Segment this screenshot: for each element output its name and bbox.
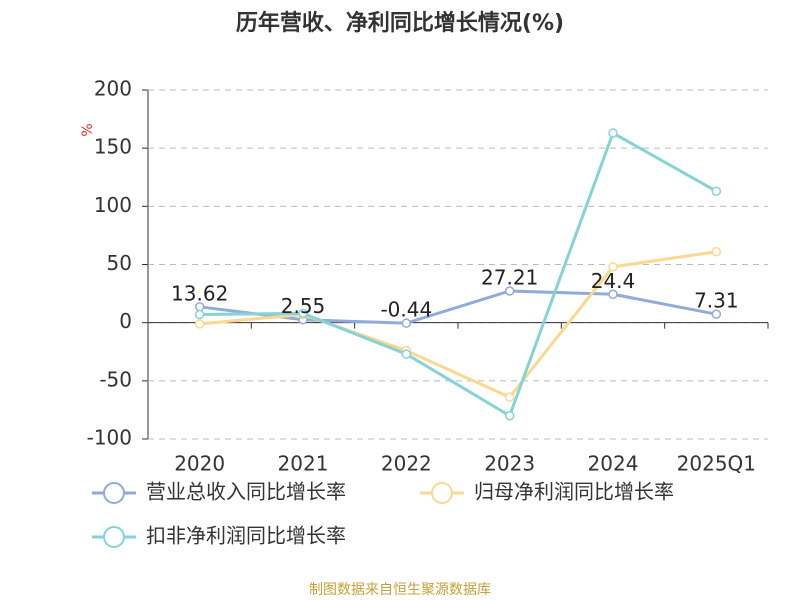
chart-title: 历年营收、净利同比增长情况(%) [236, 10, 564, 36]
point [298, 308, 308, 319]
series-line [199, 250, 717, 399]
x-tick-label: 2023 [484, 452, 535, 476]
series-line [199, 130, 718, 418]
point [608, 289, 618, 300]
point [608, 128, 618, 138]
data-label: 13.62 [171, 281, 228, 305]
x-tick-label: 2024 [588, 452, 639, 476]
legend-label: 扣非净利润同比增长率 [146, 524, 346, 548]
point [194, 309, 205, 320]
data-label: 24.4 [591, 269, 636, 293]
point [711, 246, 722, 257]
point [504, 410, 515, 421]
data-label: 2.55 [281, 294, 326, 318]
y-tick-label: 50 [107, 251, 132, 275]
point [194, 319, 205, 329]
legend-label: 归母净利润同比增长率 [474, 480, 674, 504]
x-tick-label: 2022 [381, 452, 432, 476]
point [401, 318, 412, 328]
x-tick-label: 2021 [278, 452, 329, 476]
y-tick-label: 200 [94, 77, 132, 101]
y-tick-label: 150 [94, 135, 132, 159]
legend-marker [431, 482, 453, 504]
legend-marker [103, 482, 125, 504]
point [711, 186, 722, 196]
data-label: -0.44 [380, 298, 432, 322]
y-tick-label: -50 [99, 367, 132, 391]
x-tick-label: 2025Q1 [677, 452, 756, 476]
legend-marker [103, 526, 125, 548]
x-tick-label: 2020 [174, 452, 225, 476]
point [504, 286, 515, 296]
data-label: 7.31 [694, 289, 739, 313]
y-tick-label: -100 [87, 426, 132, 450]
y-tick-label: 100 [94, 193, 132, 217]
y-axis-label: % [80, 123, 96, 136]
legend-label: 营业总收入同比增长率 [146, 480, 346, 504]
source: 制图数据来自恒生聚源数据库 [309, 582, 491, 598]
data-label: 27.21 [481, 266, 538, 290]
point [711, 309, 722, 319]
point [608, 262, 618, 272]
point [504, 392, 515, 402]
y-tick-label: 0 [119, 309, 132, 333]
point [401, 349, 412, 359]
